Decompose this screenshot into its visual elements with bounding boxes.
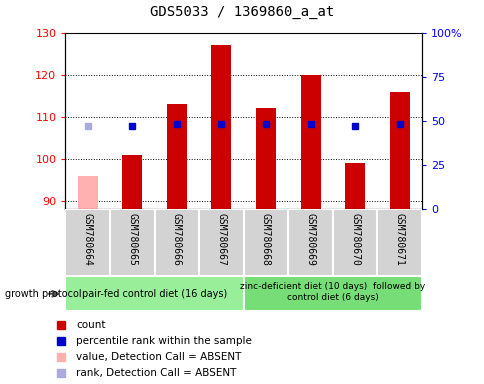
Bar — [300, 75, 320, 209]
Bar — [122, 155, 142, 209]
Text: growth protocol: growth protocol — [5, 289, 81, 299]
FancyBboxPatch shape — [332, 209, 377, 276]
Bar — [65, 276, 243, 311]
Text: GSM780665: GSM780665 — [127, 213, 137, 265]
Text: rank, Detection Call = ABSENT: rank, Detection Call = ABSENT — [76, 368, 236, 379]
FancyBboxPatch shape — [110, 209, 154, 276]
FancyBboxPatch shape — [243, 209, 287, 276]
Text: GSM780668: GSM780668 — [260, 213, 271, 265]
FancyBboxPatch shape — [377, 209, 421, 276]
Bar — [166, 104, 186, 209]
Bar — [345, 163, 364, 209]
FancyBboxPatch shape — [199, 209, 243, 276]
Bar — [77, 175, 98, 209]
Text: GSM780666: GSM780666 — [171, 213, 182, 265]
FancyBboxPatch shape — [65, 209, 110, 276]
Text: GDS5033 / 1369860_a_at: GDS5033 / 1369860_a_at — [150, 5, 334, 19]
Text: value, Detection Call = ABSENT: value, Detection Call = ABSENT — [76, 352, 241, 362]
FancyBboxPatch shape — [287, 209, 332, 276]
Text: GSM780669: GSM780669 — [305, 213, 315, 265]
Text: GSM780667: GSM780667 — [216, 213, 226, 265]
Bar — [389, 91, 409, 209]
Bar — [256, 108, 275, 209]
Bar — [211, 45, 231, 209]
FancyBboxPatch shape — [154, 209, 199, 276]
Text: pair-fed control diet (16 days): pair-fed control diet (16 days) — [82, 289, 227, 299]
Text: GSM780671: GSM780671 — [394, 213, 404, 265]
Text: zinc-deficient diet (10 days)  followed by
control diet (6 days): zinc-deficient diet (10 days) followed b… — [240, 282, 424, 302]
Bar — [243, 276, 421, 311]
Text: GSM780664: GSM780664 — [83, 213, 92, 265]
Text: GSM780670: GSM780670 — [349, 213, 359, 265]
Text: count: count — [76, 320, 105, 330]
Text: percentile rank within the sample: percentile rank within the sample — [76, 336, 251, 346]
